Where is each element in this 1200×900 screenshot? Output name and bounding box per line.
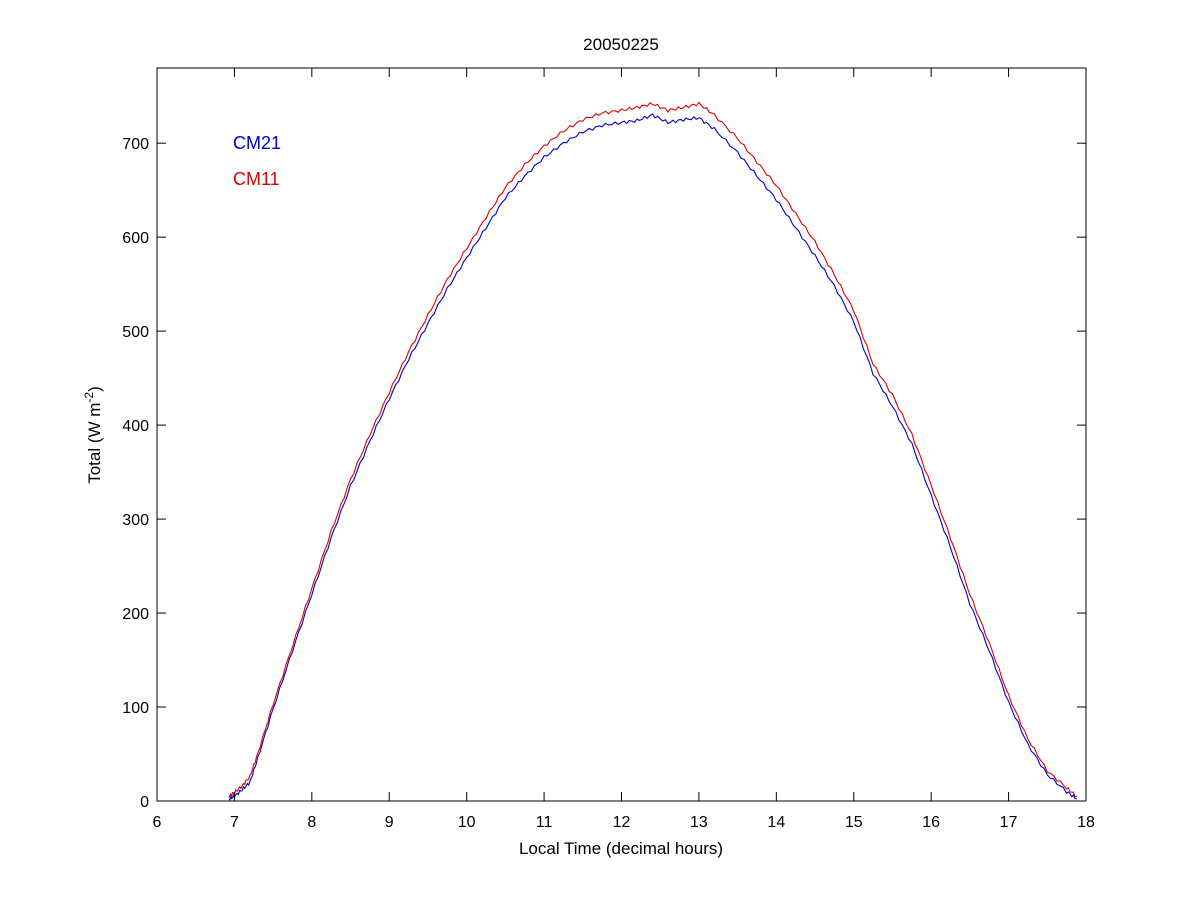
plot-lines [228, 101, 1077, 801]
y-axis-label-prefix: Total (W m [85, 403, 104, 484]
x-tick-label: 8 [307, 814, 316, 831]
x-axis-label: Local Time (decimal hours) [519, 839, 723, 858]
x-tick-label: 18 [1077, 814, 1095, 831]
y-tick-label: 300 [122, 512, 149, 529]
legend-entry-cm11: CM11 [233, 169, 280, 189]
x-tick-label: 13 [690, 814, 708, 831]
chart-title: 20050225 [583, 35, 659, 54]
y-axis-label-suffix: ) [85, 386, 104, 392]
y-axis-label-superscript: -2 [82, 392, 96, 403]
y-tick-label: 200 [122, 606, 149, 623]
series-line-cm21 [228, 113, 1077, 801]
x-tick-label: 9 [385, 814, 394, 831]
x-tick-label: 14 [767, 814, 785, 831]
x-tick-label: 6 [153, 814, 162, 831]
x-tick-label: 10 [458, 814, 476, 831]
x-tick-label: 7 [230, 814, 239, 831]
y-tick-label: 0 [140, 794, 149, 811]
series-line-cm11 [228, 101, 1077, 798]
x-tick-label: 16 [922, 814, 940, 831]
x-tick-label: 15 [845, 814, 863, 831]
y-axis-label: Total (W m-2) [82, 386, 104, 484]
y-tick-label: 400 [122, 418, 149, 435]
x-tick-label: 11 [536, 814, 553, 831]
y-tick-label: 600 [122, 230, 149, 247]
x-tick-label: 17 [1000, 814, 1018, 831]
axes-frame [156, 67, 1087, 802]
y-tick-label: 500 [122, 324, 149, 341]
legend-entry-cm21: CM21 [233, 133, 281, 153]
x-tick-label: 12 [613, 814, 631, 831]
y-tick-label: 700 [122, 136, 149, 153]
tick-labels: 6 7 8 9 10 11 12 13 14 15 16 17 18 0 100 200 300 400 500 60… [122, 136, 1095, 831]
y-tick-label: 100 [122, 700, 149, 717]
axis-ticks [156, 68, 1087, 802]
